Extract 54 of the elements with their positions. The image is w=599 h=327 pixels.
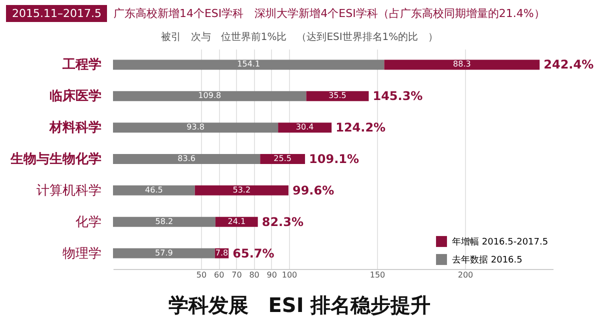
x-tick-label: 90 <box>266 270 277 280</box>
bar <box>113 216 216 227</box>
data-label: 35.5 <box>328 91 346 100</box>
total-label: 82.3% <box>262 214 304 229</box>
total-label: 109.1% <box>309 152 359 166</box>
bar <box>384 60 540 70</box>
x-tick-label: 200 <box>458 270 474 280</box>
bar <box>306 91 369 102</box>
total-label: 242.4% <box>544 58 594 72</box>
bar <box>113 91 306 102</box>
y-tick-label: 工程学 <box>62 58 102 73</box>
data-label: 57.9 <box>155 248 173 258</box>
data-label: 53.2 <box>232 185 251 194</box>
data-label: 46.5 <box>145 185 163 194</box>
bar <box>113 185 195 196</box>
bar <box>113 60 384 70</box>
x-tick-label: 100 <box>282 270 298 280</box>
total-label: 99.6% <box>292 183 334 198</box>
x-tick-label: 80 <box>249 270 260 280</box>
y-tick-label: 生物与生物化学 <box>10 152 102 167</box>
data-label: 25.5 <box>274 154 292 163</box>
data-label: 83.6 <box>178 154 196 163</box>
x-tick-label: 60 <box>214 270 224 280</box>
data-label: 24.1 <box>228 216 246 226</box>
text: 被引 次与 位世界前1%比 （达到ESI世界排名1%的比 ） <box>160 30 440 44</box>
chart-title: 2015.11–2017.5 <box>6 5 108 22</box>
data-label: 58.2 <box>155 216 174 226</box>
data-label: 30.4 <box>296 122 314 132</box>
x-tick-label: 150 <box>370 270 386 280</box>
y-tick-label: 临床医学 <box>50 88 102 104</box>
y-tick-label: 化学 <box>76 214 102 230</box>
data-label: 154.1 <box>237 60 260 69</box>
bar <box>194 185 288 196</box>
bar <box>113 248 215 258</box>
total-label: 145.3% <box>372 89 423 104</box>
y-tick-label: 计算机科学 <box>36 183 102 198</box>
x-tick-label: 50 <box>196 270 207 280</box>
text: 学科发展 ESI 排名稳步提升 <box>167 292 432 319</box>
x-tick-label: 70 <box>232 270 242 280</box>
bar <box>278 122 332 133</box>
legend-label: 去年数据 2016.5 <box>452 254 522 266</box>
bar <box>113 122 278 133</box>
legend-label: 年增幅 2016.5-2017.5 <box>452 236 548 248</box>
data-label: 7.8 <box>215 248 228 258</box>
bar <box>260 154 306 164</box>
bar <box>113 154 260 164</box>
total-label: 65.7% <box>232 246 274 260</box>
y-tick-label: 物理学 <box>62 246 102 262</box>
data-label: 109.8 <box>198 91 222 100</box>
data-label: 88.3 <box>453 60 471 69</box>
data-label: 93.8 <box>186 122 204 132</box>
total-label: 124.2% <box>336 120 386 135</box>
y-tick-label: 材料科学 <box>48 120 102 136</box>
chart-subtitle: 广东高校新增14个ESI学科 深圳大学新增4个ESI学科（占广东高校同期增量的21.4%） <box>113 7 545 20</box>
